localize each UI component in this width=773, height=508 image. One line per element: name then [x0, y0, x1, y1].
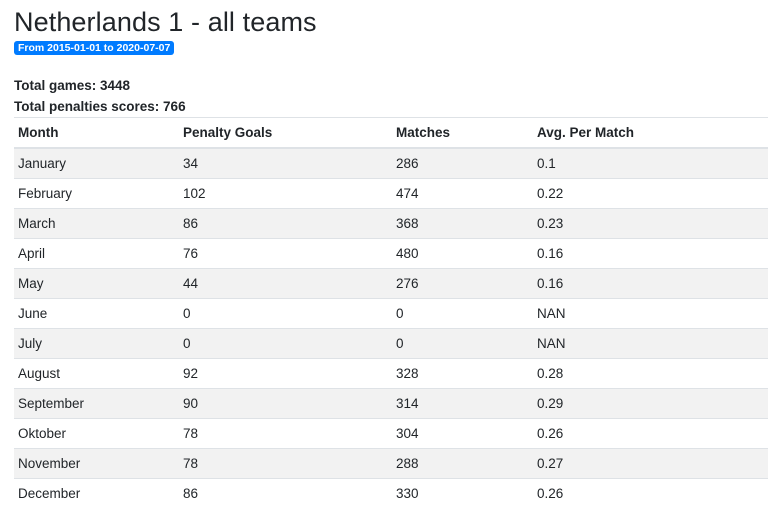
- cell-month: April: [14, 238, 179, 269]
- cell-penalty-goals: 90: [179, 388, 392, 419]
- cell-month: December: [14, 478, 179, 508]
- date-range-badge: From 2015-01-01 to 2020-07-07: [14, 41, 175, 55]
- cell-penalty-goals: 86: [179, 478, 392, 508]
- cell-penalty-goals: 78: [179, 448, 392, 479]
- table-row: January 34 286 0.1: [14, 147, 768, 179]
- cell-matches: 0: [392, 328, 533, 359]
- cell-matches: 304: [392, 418, 533, 449]
- cell-month: Oktober: [14, 418, 179, 449]
- header-avg-per-match: Avg. Per Match: [533, 117, 768, 149]
- cell-avg-per-match: 0.16: [533, 238, 768, 269]
- table-body: January 34 286 0.1 February 102 474 0.22 March 86…: [14, 147, 768, 508]
- cell-penalty-goals: 0: [179, 328, 392, 359]
- header-month: Month: [14, 117, 179, 149]
- cell-matches: 0: [392, 298, 533, 329]
- cell-avg-per-match: 0.1: [533, 147, 768, 179]
- cell-month: September: [14, 388, 179, 419]
- cell-month: July: [14, 328, 179, 359]
- header-penalty-goals: Penalty Goals: [179, 117, 392, 149]
- total-games: Total games: 3448: [14, 78, 131, 93]
- cell-matches: 474: [392, 178, 533, 209]
- penalty-stats-table: Month Penalty Goals Matches Avg. Per Mat…: [14, 117, 768, 508]
- cell-month: February: [14, 178, 179, 209]
- table-row: April 76 480 0.16: [14, 238, 768, 269]
- cell-avg-per-match: 0.27: [533, 448, 768, 479]
- cell-matches: 328: [392, 358, 533, 389]
- cell-matches: 276: [392, 268, 533, 299]
- table-header: Month Penalty Goals Matches Avg. Per Mat…: [14, 117, 768, 149]
- table-row: September 90 314 0.29: [14, 388, 768, 419]
- cell-avg-per-match: 0.28: [533, 358, 768, 389]
- table-row: July 0 0 NAN: [14, 328, 768, 359]
- cell-avg-per-match: 0.23: [533, 208, 768, 239]
- table-row: June 0 0 NAN: [14, 298, 768, 329]
- cell-matches: 286: [392, 147, 533, 179]
- cell-matches: 480: [392, 238, 533, 269]
- cell-avg-per-match: 0.26: [533, 418, 768, 449]
- cell-avg-per-match: 0.22: [533, 178, 768, 209]
- cell-penalty-goals: 102: [179, 178, 392, 209]
- cell-matches: 368: [392, 208, 533, 239]
- cell-month: June: [14, 298, 179, 329]
- cell-penalty-goals: 76: [179, 238, 392, 269]
- table-row: March 86 368 0.23: [14, 208, 768, 239]
- cell-month: January: [14, 147, 179, 179]
- cell-matches: 288: [392, 448, 533, 479]
- page-content: Netherlands 1 - all teams From 2015-01-0…: [14, 0, 768, 508]
- header-row: Month Penalty Goals Matches Avg. Per Mat…: [14, 117, 768, 149]
- cell-avg-per-match: 0.16: [533, 268, 768, 299]
- cell-penalty-goals: 86: [179, 208, 392, 239]
- table-row: Oktober 78 304 0.26: [14, 418, 768, 449]
- table-row: May 44 276 0.16: [14, 268, 768, 299]
- table-row: November 78 288 0.27: [14, 448, 768, 479]
- total-penalties: Total penalties scores: 766: [14, 99, 186, 114]
- cell-penalty-goals: 34: [179, 147, 392, 179]
- cell-penalty-goals: 92: [179, 358, 392, 389]
- cell-avg-per-match: 0.29: [533, 388, 768, 419]
- cell-penalty-goals: 78: [179, 418, 392, 449]
- table-row: February 102 474 0.22: [14, 178, 768, 209]
- header-matches: Matches: [392, 117, 533, 149]
- cell-penalty-goals: 0: [179, 298, 392, 329]
- totals-summary: Total games: 3448 Total penalties scores…: [14, 75, 768, 117]
- cell-avg-per-match: 0.26: [533, 478, 768, 508]
- cell-penalty-goals: 44: [179, 268, 392, 299]
- page-title: Netherlands 1 - all teams: [14, 7, 317, 37]
- cell-matches: 330: [392, 478, 533, 508]
- cell-month: March: [14, 208, 179, 239]
- table-row: August 92 328 0.28: [14, 358, 768, 389]
- cell-avg-per-match: NAN: [533, 328, 768, 359]
- cell-month: November: [14, 448, 179, 479]
- cell-matches: 314: [392, 388, 533, 419]
- table-row: December 86 330 0.26: [14, 478, 768, 508]
- cell-month: August: [14, 358, 179, 389]
- cell-month: May: [14, 268, 179, 299]
- cell-avg-per-match: NAN: [533, 298, 768, 329]
